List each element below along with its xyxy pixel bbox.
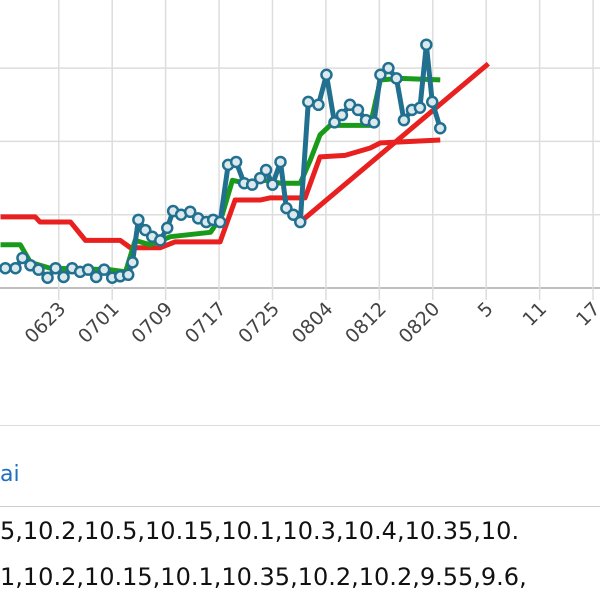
x-tick-label: 0820 [395,298,445,348]
point-marker [245,178,259,191]
point-marker [413,101,427,114]
separator [0,425,600,426]
series-line [0,137,441,251]
point-marker [89,270,103,284]
series-line [298,61,490,224]
x-tick-label: 0725 [234,298,284,348]
point-marker [294,215,307,229]
x-tick-label: 5 [474,298,498,322]
point-marker [266,178,279,191]
point-marker [397,113,411,127]
point-marker [287,208,300,221]
point-marker [433,121,447,135]
point-marker [121,268,135,282]
point-marker [302,95,315,109]
point-marker [374,68,387,81]
point-marker [126,256,139,269]
field-line: 5,10.2,10.5,10.15,10.1,10.3,10.4,10.35,1… [0,517,520,545]
x-tick-label: 0812 [341,298,391,348]
field-line: 1,10.2,10.15,10.1,10.35,10.2,10.2,9.55,9… [0,563,527,591]
point-marker [81,263,95,276]
point-marker [160,221,174,235]
point-marker [312,98,325,112]
point-marker [274,155,287,169]
point-marker [259,163,273,177]
point-marker [213,215,227,229]
point-marker [49,261,62,275]
x-tick-label: 0717 [181,298,231,348]
point-marker [335,108,349,122]
point-marker [97,263,111,276]
point-marker [154,234,167,247]
point-marker [320,68,333,81]
point-marker [390,72,403,85]
point-marker [351,103,365,117]
point-marker [183,205,197,219]
point-marker [420,38,433,51]
point-marker [382,61,395,75]
chart: 0623 0701 0709 0717 0725 0804 0812 0820 5 11 17 [0,0,600,348]
point-marker [57,270,70,284]
x-tick-label: 0804 [288,298,338,348]
point-marker [0,261,12,275]
point-marker [328,116,341,129]
point-marker [16,251,29,265]
field-label: ai [0,462,20,487]
point-marker [229,155,243,169]
point-marker [9,261,22,275]
x-tick-label: 0709 [127,298,177,348]
x-tick-label: 11 [519,298,552,331]
point-marker [132,213,145,227]
text-field[interactable]: 5,10.2,10.5,10.15,10.1,10.3,10.4,10.35,1… [0,506,600,607]
x-tick-label: 0623 [21,298,71,348]
point-marker [367,116,381,129]
x-tick-label: 0701 [74,298,124,348]
point-marker [253,171,267,185]
point-marker [32,263,45,276]
point-marker [425,95,439,109]
x-tick-label: 17 [572,298,600,331]
point-marker [41,271,54,284]
